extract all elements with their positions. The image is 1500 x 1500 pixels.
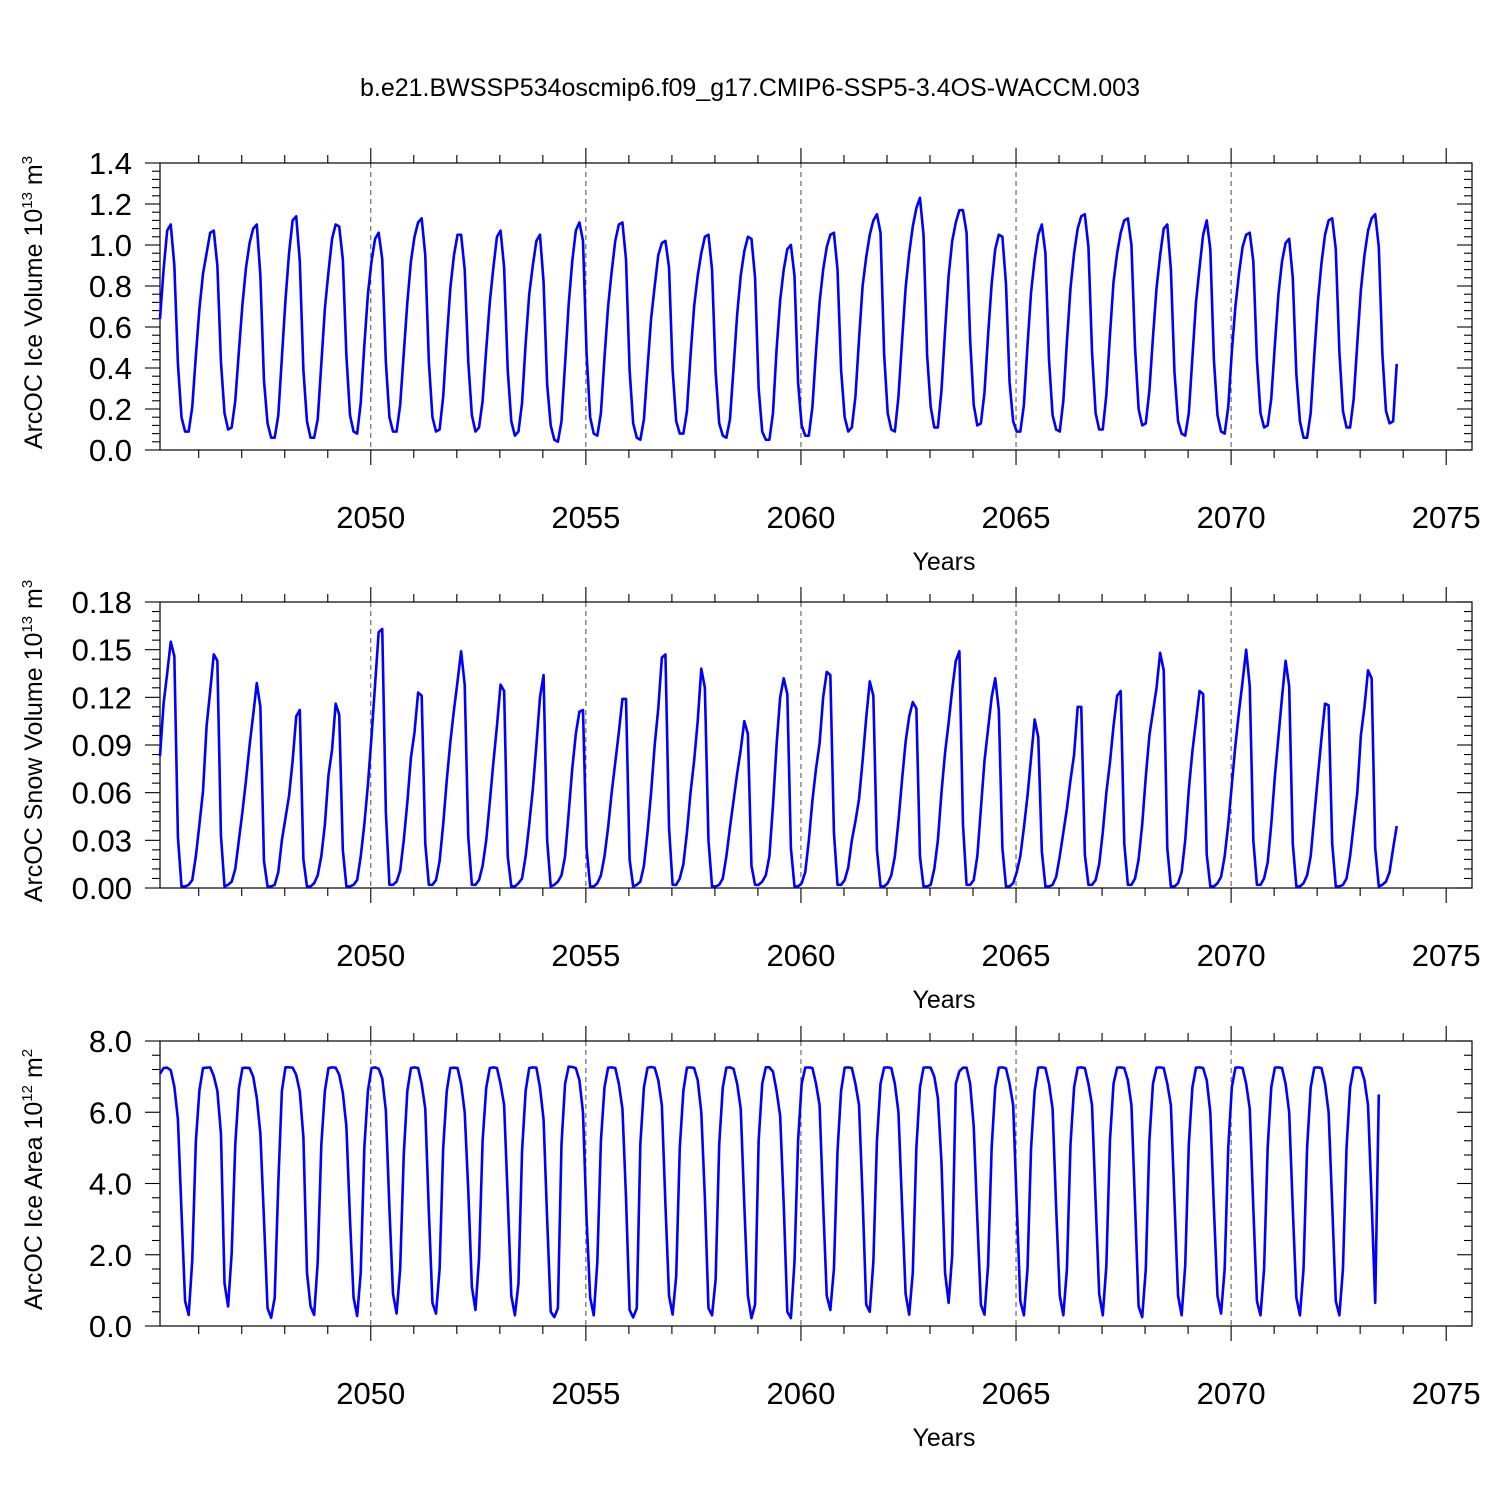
y-tick-label: 0.18 xyxy=(72,585,132,620)
x-axis-label: Years xyxy=(912,548,975,576)
series-line xyxy=(158,196,1399,444)
y-tick-label: 0.6 xyxy=(89,310,132,345)
x-tick-label: 2055 xyxy=(551,938,620,973)
y-tick-label: 0.00 xyxy=(72,871,132,906)
x-axis-label: Years xyxy=(912,1424,975,1452)
y-tick-label: 4.0 xyxy=(89,1167,132,1202)
y-tick-label: 1.4 xyxy=(89,146,132,181)
y-tick-label: 1.2 xyxy=(89,187,132,222)
y-tick-label: 0.8 xyxy=(89,269,132,304)
y-axis-label: ArcOC Ice Volume 1013 m3 xyxy=(19,156,48,449)
series-line xyxy=(158,1065,1381,1320)
y-tick-label: 0.06 xyxy=(72,776,132,811)
y-tick-label: 0.0 xyxy=(89,1309,132,1344)
x-tick-label: 2055 xyxy=(551,500,620,535)
x-tick-label: 2070 xyxy=(1197,1376,1266,1411)
panel-ice-area: 0.0 2.0 4.0 6.0 8.0 2050 2055 2060 2065 2070 2075 Y… xyxy=(19,1024,1481,1452)
x-tick-label: 2070 xyxy=(1197,500,1266,535)
y-tick-label: 0.12 xyxy=(72,680,132,715)
y-tick-label: 0.2 xyxy=(89,392,132,427)
x-tick-label: 2070 xyxy=(1197,938,1266,973)
x-tick-label: 2050 xyxy=(336,1376,405,1411)
y-tick-label: 0.0 xyxy=(89,433,132,468)
y-tick-label: 0.15 xyxy=(72,633,132,668)
panel-ice-volume: 0.0 0.2 0.4 0.6 0.8 1.0 1.2 1.4 2050 2055 2060 2065… xyxy=(19,146,1481,576)
x-tick-label: 2075 xyxy=(1412,938,1481,973)
x-axis-label: Years xyxy=(912,986,975,1014)
y-tick-label: 8.0 xyxy=(89,1024,132,1059)
y-axis-label: ArcOC Ice Area 1012 m2 xyxy=(19,1049,48,1310)
x-tick-label: 2065 xyxy=(982,938,1051,973)
x-tick-label: 2050 xyxy=(336,500,405,535)
figure-title: b.e21.BWSSP534oscmip6.f09_g17.CMIP6-SSP5… xyxy=(360,74,1140,102)
x-tick-label: 2060 xyxy=(766,500,835,535)
y-tick-label: 6.0 xyxy=(89,1095,132,1130)
x-tick-label: 2075 xyxy=(1412,1376,1481,1411)
series-line xyxy=(158,627,1399,888)
panel-snow-volume: 0.00 0.03 0.06 0.09 0.12 0.15 0.18 2050 2055 2060… xyxy=(19,580,1481,1014)
y-axis-label: ArcOC Snow Volume 1013 m3 xyxy=(19,580,48,902)
x-tick-label: 2065 xyxy=(982,500,1051,535)
x-tick-label: 2055 xyxy=(551,1376,620,1411)
plot-frame xyxy=(159,601,1473,889)
y-tick-label: 0.03 xyxy=(72,823,132,858)
x-tick-label: 2060 xyxy=(766,938,835,973)
y-tick-label: 2.0 xyxy=(89,1238,132,1273)
y-tick-label: 1.0 xyxy=(89,228,132,263)
x-tick-label: 2050 xyxy=(336,938,405,973)
y-tick-label: 0.4 xyxy=(89,351,132,386)
x-tick-label: 2065 xyxy=(982,1376,1051,1411)
x-tick-label: 2075 xyxy=(1412,500,1481,535)
plot-frame xyxy=(159,162,1473,451)
y-tick-label: 0.09 xyxy=(72,728,132,763)
x-tick-label: 2060 xyxy=(766,1376,835,1411)
